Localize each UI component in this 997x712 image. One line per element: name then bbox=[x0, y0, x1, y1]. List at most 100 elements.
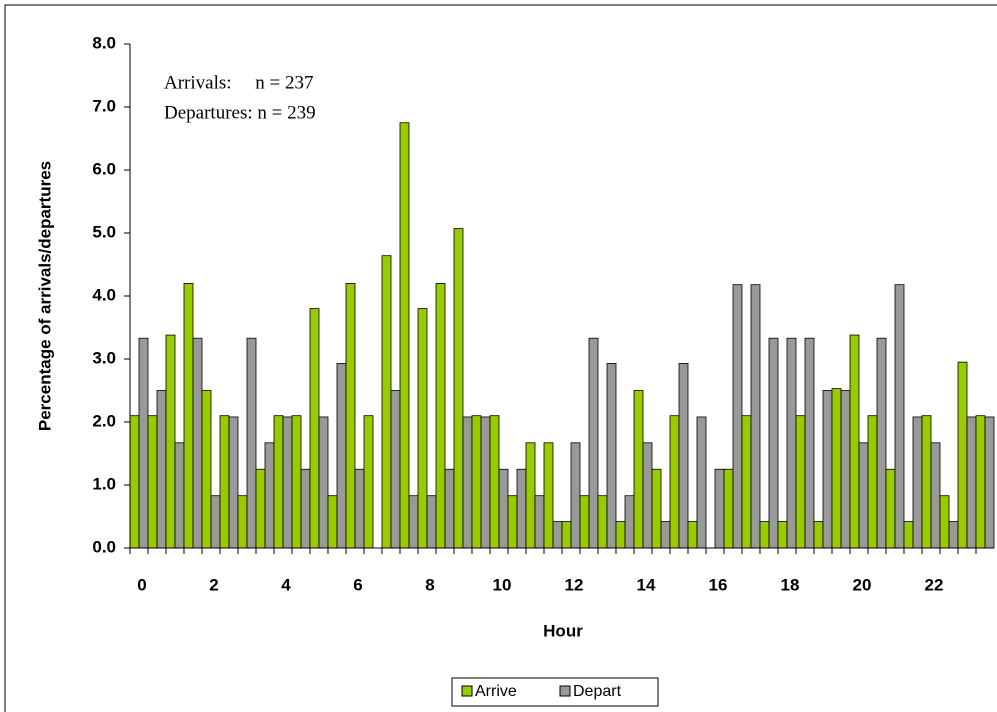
bar bbox=[480, 416, 491, 549]
bar bbox=[777, 521, 788, 549]
bar bbox=[750, 284, 761, 549]
x-tick-label: 18 bbox=[781, 575, 800, 594]
bar bbox=[714, 468, 725, 549]
bar bbox=[363, 415, 374, 549]
y-tick-label: 1.0 bbox=[92, 474, 116, 493]
bar bbox=[723, 468, 734, 549]
bar bbox=[165, 334, 176, 549]
bar bbox=[543, 442, 554, 549]
bar bbox=[318, 416, 329, 549]
bar bbox=[453, 228, 464, 549]
bar bbox=[336, 363, 347, 549]
x-tick-label: 0 bbox=[137, 575, 146, 594]
bar bbox=[948, 521, 959, 549]
bar bbox=[426, 495, 437, 549]
bar bbox=[570, 442, 581, 549]
y-tick-label: 8.0 bbox=[92, 33, 116, 52]
bar bbox=[525, 442, 536, 549]
bar bbox=[309, 308, 320, 549]
x-axis-title: Hour bbox=[543, 621, 583, 640]
bar bbox=[867, 415, 878, 549]
bar bbox=[489, 415, 500, 549]
legend-label: Arrive bbox=[475, 683, 517, 700]
bar bbox=[498, 468, 509, 549]
x-tick-label: 22 bbox=[925, 575, 944, 594]
x-tick-label: 20 bbox=[853, 575, 872, 594]
bar bbox=[417, 308, 428, 549]
bar bbox=[741, 415, 752, 549]
bar bbox=[660, 521, 671, 549]
legend-label: Depart bbox=[573, 683, 622, 700]
bar bbox=[813, 521, 824, 549]
x-tick-label: 14 bbox=[637, 575, 656, 594]
bar bbox=[228, 416, 239, 549]
x-tick-label: 12 bbox=[565, 575, 584, 594]
y-axis-title: Percentage of arrivals/departures bbox=[35, 161, 54, 431]
bar bbox=[507, 495, 518, 549]
bar bbox=[939, 495, 950, 549]
bar bbox=[975, 415, 986, 549]
bar bbox=[273, 415, 284, 549]
bar bbox=[300, 468, 311, 549]
y-tick-label: 7.0 bbox=[92, 96, 116, 115]
bar bbox=[192, 337, 203, 549]
bar bbox=[552, 521, 563, 549]
x-tick-label: 4 bbox=[281, 575, 291, 594]
bar bbox=[921, 415, 932, 549]
y-tick-label: 3.0 bbox=[92, 348, 116, 367]
bar bbox=[147, 415, 158, 549]
legend-box bbox=[451, 677, 659, 707]
bar bbox=[642, 442, 653, 549]
x-tick-label: 10 bbox=[493, 575, 512, 594]
y-tick-label: 2.0 bbox=[92, 411, 116, 430]
y-tick-label: 4.0 bbox=[92, 285, 116, 304]
bar bbox=[264, 442, 275, 549]
bar bbox=[237, 495, 248, 549]
bar bbox=[354, 468, 365, 549]
bar bbox=[732, 284, 743, 549]
chart-frame bbox=[4, 4, 997, 712]
bar bbox=[282, 416, 293, 549]
bar bbox=[795, 415, 806, 549]
x-tick-label: 8 bbox=[425, 575, 434, 594]
bar bbox=[822, 390, 833, 549]
bar bbox=[633, 390, 644, 549]
bar bbox=[876, 337, 887, 549]
bar bbox=[759, 521, 770, 549]
bar bbox=[435, 282, 446, 549]
y-tick-label: 6.0 bbox=[92, 159, 116, 178]
annotation: Arrivals: n = 237 bbox=[164, 72, 314, 93]
bar bbox=[669, 415, 680, 549]
bar bbox=[786, 337, 797, 549]
bar bbox=[345, 282, 356, 549]
x-tick-label: 2 bbox=[209, 575, 218, 594]
bar bbox=[291, 415, 302, 549]
bar bbox=[327, 495, 338, 549]
bar bbox=[255, 468, 266, 549]
bar bbox=[462, 416, 473, 549]
bar bbox=[399, 122, 410, 549]
bar bbox=[183, 282, 194, 549]
bar bbox=[246, 337, 257, 549]
bar bbox=[606, 363, 617, 549]
bar bbox=[858, 442, 869, 549]
bar bbox=[696, 416, 707, 549]
bar bbox=[597, 495, 608, 549]
bar bbox=[156, 390, 167, 549]
bar bbox=[678, 363, 689, 549]
bar bbox=[444, 468, 455, 549]
bar bbox=[516, 468, 527, 549]
bar bbox=[651, 468, 662, 549]
bar bbox=[885, 468, 896, 549]
bar bbox=[561, 521, 572, 549]
bar bbox=[219, 415, 230, 549]
bar bbox=[381, 255, 392, 549]
bar bbox=[471, 415, 482, 549]
bar bbox=[840, 390, 851, 549]
bar bbox=[966, 416, 977, 549]
annotation: Departures: n = 239 bbox=[164, 102, 316, 123]
legend-swatch bbox=[559, 685, 571, 697]
bar bbox=[687, 521, 698, 549]
bar bbox=[201, 390, 212, 549]
